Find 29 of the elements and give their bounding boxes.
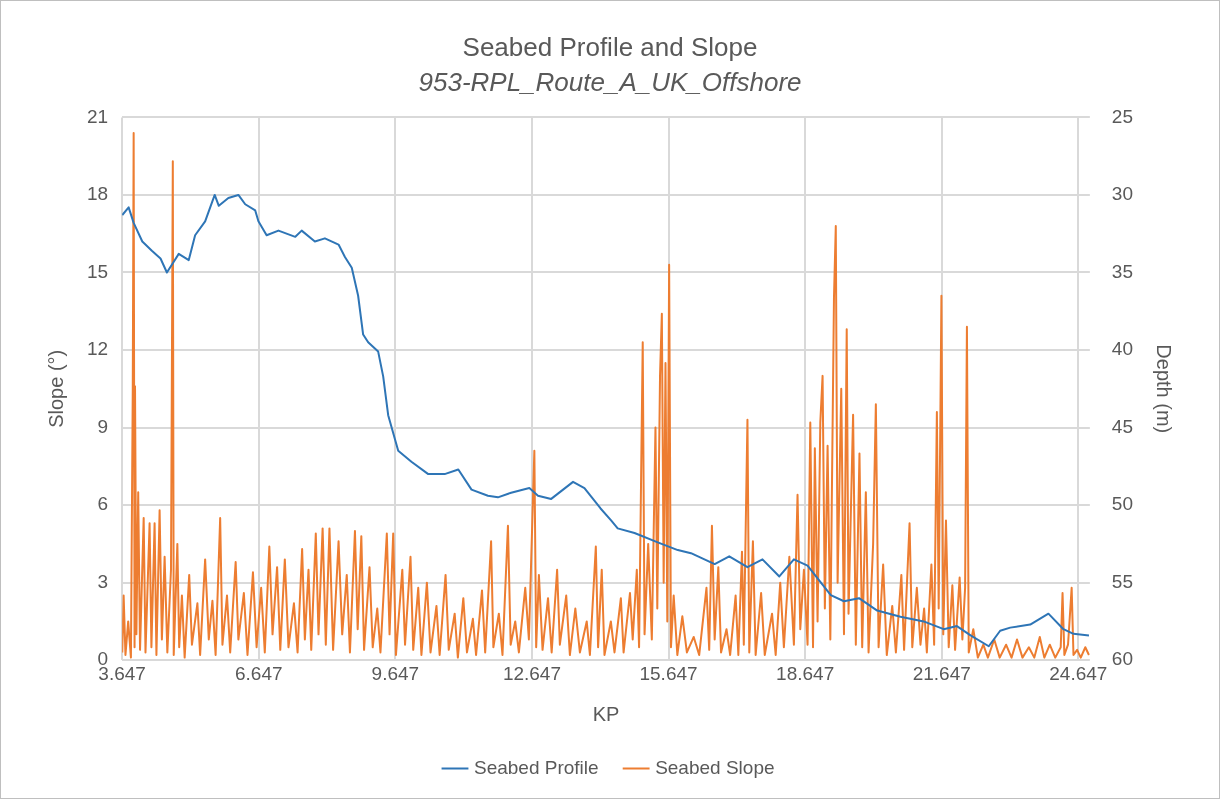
x-tick-label: 21.647 (912, 662, 971, 684)
y2-tick-label: 40 (1111, 338, 1134, 360)
y-tick-label: 9 (97, 415, 109, 437)
x-tick-label: 18.647 (776, 662, 835, 684)
y-tick-label: 18 (86, 183, 109, 205)
y-tick-label: 3 (97, 570, 109, 592)
x-tick-label: 24.647 (1049, 662, 1108, 684)
y2-axis-title: Depth (m) (1153, 344, 1176, 434)
y2-tick-label: 45 (1111, 415, 1134, 437)
y2-tick-label: 35 (1111, 260, 1134, 282)
y2-tick-label: 50 (1111, 493, 1134, 515)
legend-label: Seabed Profile (473, 756, 599, 778)
y2-tick-label: 30 (1111, 183, 1134, 205)
chart-subtitle: 953-RPL_Route_A_UK_Offshore (418, 67, 802, 98)
y-tick-label: 12 (86, 338, 109, 360)
y-tick-label: 15 (86, 260, 109, 282)
x-tick-label: 9.647 (371, 662, 420, 684)
y2-tick-label: 60 (1111, 648, 1134, 670)
y2-tick-label: 25 (1111, 105, 1134, 127)
x-tick-label: 12.647 (502, 662, 561, 684)
y2-tick-label: 55 (1111, 570, 1134, 592)
chart-title: Seabed Profile and Slope (462, 31, 758, 62)
x-axis-title: KP (592, 702, 620, 725)
y-tick-label: 21 (86, 105, 109, 127)
x-tick-label: 15.647 (639, 662, 698, 684)
y-tick-label: 6 (97, 493, 109, 515)
legend-label: Seabed Slope (655, 756, 775, 778)
x-tick-label: 6.647 (234, 662, 283, 684)
y-axis-title: Slope (°) (44, 349, 67, 428)
